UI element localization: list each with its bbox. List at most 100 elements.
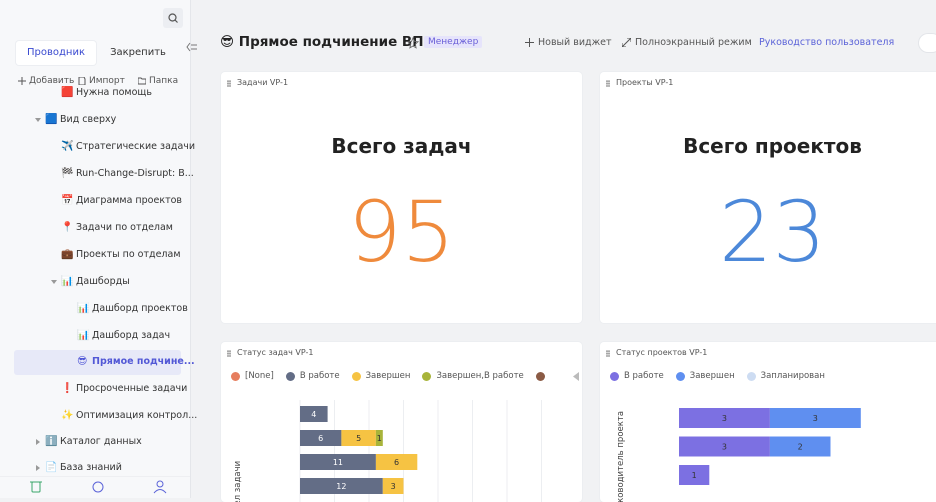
tree-icon: 📄 [45, 462, 58, 473]
widget-card: Проекты VP-1 Всего проектов 23 [600, 72, 936, 323]
legend-item[interactable]: Завершен [675, 371, 735, 381]
arrow-shape [572, 371, 579, 381]
bar-segment [382, 478, 404, 494]
sidebar-tab[interactable]: Закрепить [110, 47, 166, 58]
tree-item[interactable]: ℹ️ Каталог данных [45, 433, 142, 451]
icon-shape [18, 77, 26, 85]
metric-value: 23 [719, 183, 826, 281]
collapse-sidebar[interactable] [186, 42, 198, 52]
legend-item[interactable]: В работе [610, 371, 664, 381]
expand-icon [622, 38, 631, 47]
tree-item[interactable]: ✨ Оптимизация контрол... [61, 407, 197, 425]
toolbar-button[interactable]: Импорт [78, 76, 125, 86]
tree-item[interactable]: 🟥 Нужна помощь [61, 84, 152, 102]
legend-swatch [422, 371, 432, 381]
legend-pager: 1/2 [535, 371, 582, 381]
arrow-shape [36, 465, 40, 471]
tree-icon: 📊 [77, 330, 90, 341]
sync-icon[interactable] [92, 481, 104, 493]
tree-item[interactable]: 😎 Прямое подчине... [77, 353, 195, 371]
tree-label: Задачи по отделам [76, 222, 173, 233]
header [191, 0, 936, 64]
tree-label: Дашборды [76, 276, 130, 287]
drag-handle[interactable] [606, 80, 610, 87]
drag-handle[interactable] [227, 80, 231, 87]
bar-segment [300, 454, 376, 470]
arrow-shape [51, 280, 57, 284]
toolbar-button[interactable]: Папка [138, 76, 178, 86]
new-widget-label: Новый виджет [538, 37, 612, 48]
tree-item[interactable]: 🟦 Вид сверху [45, 111, 116, 129]
legend-label: В работе [624, 371, 664, 381]
tree-item[interactable]: 📊 Дашборды [61, 273, 130, 291]
tree-label: Run-Change-Disrupt: B... [76, 168, 194, 179]
star-button[interactable] [407, 37, 419, 49]
dashboard-title: 😎 Прямое подчинение ВП... [220, 34, 439, 50]
legend-label: Запланирован [760, 371, 825, 381]
tree-item[interactable]: 📍 Задачи по отделам [61, 219, 173, 237]
tree-arrow[interactable] [50, 278, 58, 286]
bar-value-label: 6 [394, 458, 399, 467]
new-widget-button[interactable]: Новый виджет [525, 37, 612, 48]
toolbar-button[interactable]: Добавить [18, 76, 74, 86]
legend-item[interactable]: Завершен [351, 371, 411, 381]
tree-item[interactable]: 📊 Дашборд проектов [77, 300, 188, 318]
toggle[interactable] [919, 34, 936, 52]
widget-title: Задачи VP-1 [237, 78, 289, 87]
toolbar-icon [18, 77, 26, 85]
legend: В работе Завершен Запланирован [610, 371, 825, 381]
arrow-shape [36, 439, 40, 445]
sidebar-tab[interactable]: Проводник [16, 41, 96, 65]
legend-item[interactable]: Запланирован [746, 371, 825, 381]
tree-item[interactable]: ✈️ Стратегические задачи [61, 138, 195, 156]
tree-label: Дашборд задач [92, 330, 171, 341]
tree-label: Диаграмма проектов [76, 195, 183, 206]
legend-item[interactable]: [None] [231, 371, 274, 381]
tree-item[interactable]: 📊 Дашборд задач [77, 327, 170, 345]
legend-label: Завершен,В работе [436, 371, 524, 381]
fullscreen-button[interactable]: Полноэкранный режим [622, 37, 752, 48]
user-guide-link[interactable]: Руководство пользователя [759, 37, 895, 48]
bar-segment [679, 408, 770, 428]
tree-label: Прямое подчине... [92, 356, 195, 367]
drag-handle[interactable] [227, 350, 231, 357]
bar-value-label: 11 [333, 458, 343, 467]
tree-item[interactable]: 📄 База знаний [45, 459, 122, 477]
legend-item[interactable]: Завершен,В работе [422, 371, 524, 381]
tree-icon: 📊 [61, 276, 74, 287]
bar-segment [300, 406, 328, 422]
tree-icon: 📊 [77, 303, 90, 314]
legend-swatch [285, 371, 295, 381]
trash-icon[interactable] [30, 481, 42, 493]
legend-item[interactable]: В работе [285, 371, 340, 381]
widget-title: Статус проектов VP-1 [616, 348, 708, 357]
legend-label: Завершен [365, 371, 411, 381]
bar-segment [679, 465, 710, 485]
tree-arrow[interactable] [34, 464, 42, 472]
bar-segment [300, 478, 383, 494]
tree-item[interactable]: ❗ Просроченные задачи [61, 380, 187, 398]
bar-segment [300, 430, 342, 446]
tree-arrow[interactable] [34, 116, 42, 124]
tree-label: Стратегические задачи [76, 141, 196, 152]
bar-segment [679, 436, 770, 457]
widget-card: Задачи VP-1 Всего задач 95 [221, 72, 582, 323]
selected-highlight [14, 350, 181, 375]
user-icon[interactable] [153, 480, 167, 494]
metric-label: Всего проектов [683, 134, 862, 158]
tree-label: Дашборд проектов [92, 303, 188, 314]
bar-value-label: 3 [813, 414, 818, 423]
widget-card: Статус проектов VP-1 В работе Завершен Запл… [600, 342, 936, 502]
toolbar-icon [138, 77, 146, 85]
tree-arrow[interactable] [34, 438, 42, 446]
search-button[interactable] [163, 8, 183, 28]
bar-value-label: 2 [798, 443, 803, 452]
drag-handle[interactable] [606, 350, 610, 357]
tree-item[interactable]: 💼 Проекты по отделам [61, 246, 181, 264]
pager-prev[interactable] [572, 371, 580, 381]
tree-item[interactable]: 🏁 Run-Change-Disrupt: B... [61, 165, 194, 183]
tree-item[interactable]: 📅 Диаграмма проектов [61, 192, 182, 210]
legend-swatch [535, 371, 545, 381]
fullscreen-label: Полноэкранный режим [635, 37, 752, 48]
